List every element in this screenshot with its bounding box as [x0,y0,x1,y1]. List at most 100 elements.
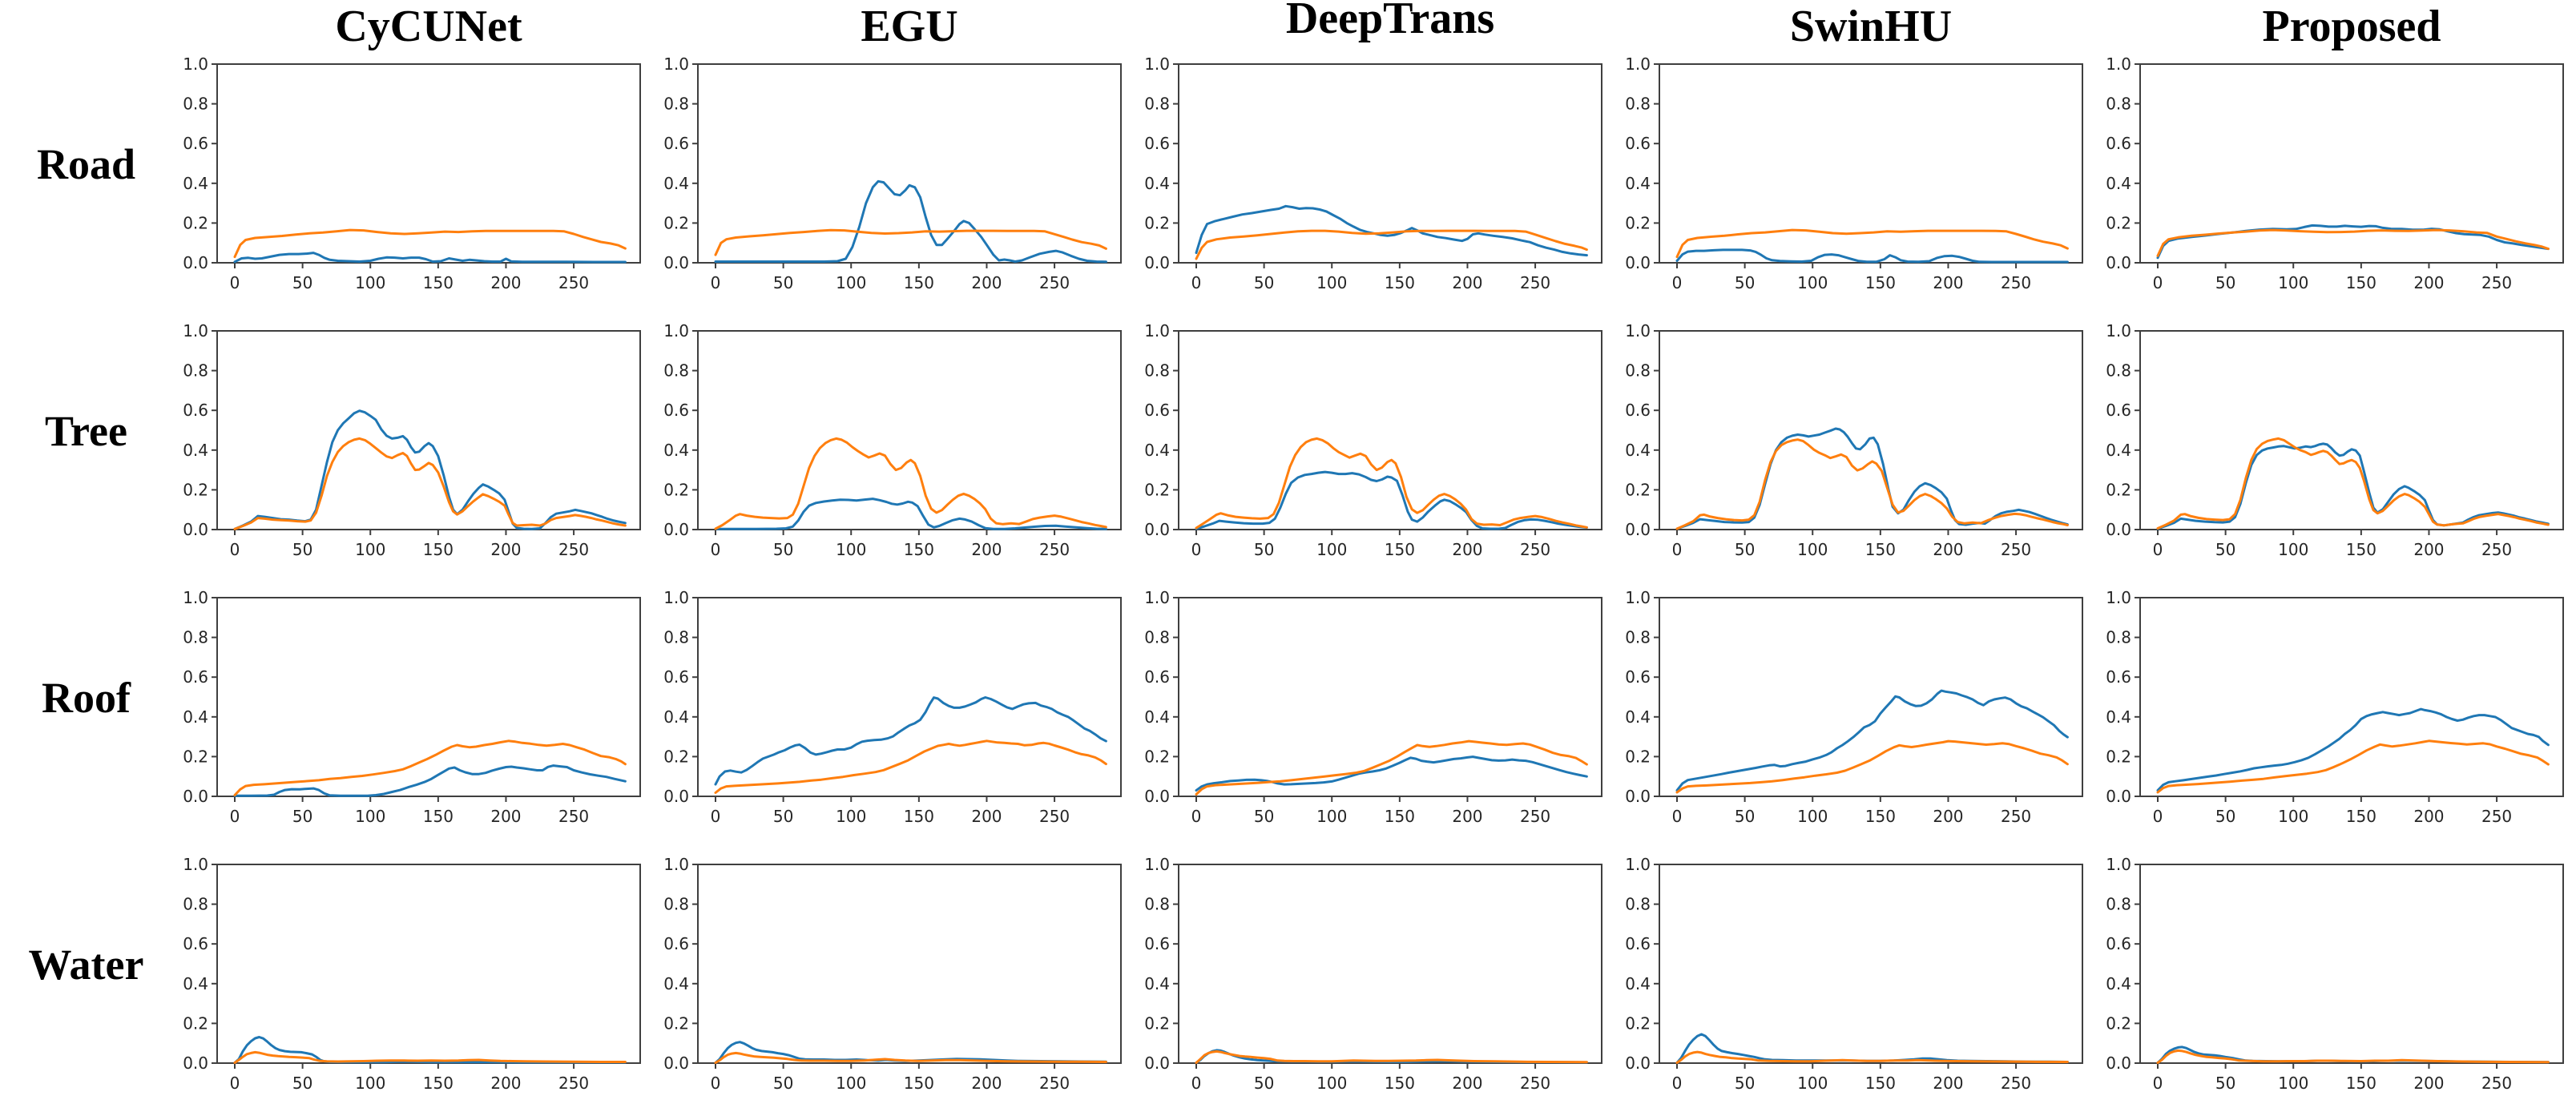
chart-roof-cycunet: 0.0 0.2 0.4 0.6 0.8 1.0 0 50 100 150 200 250 [183,588,641,826]
x-tick-label: 150 [2346,540,2376,559]
y-tick-label: 0.2 [1625,1013,1651,1033]
x-tick-label: 150 [2346,807,2376,826]
series-orange-line [1675,228,2069,259]
x-tick-label: 250 [1039,1074,1070,1093]
x-tick-label: 100 [1316,273,1347,292]
y-tick-label: 0.0 [1144,787,1170,806]
y-tick-label: 1.0 [2106,321,2131,340]
column-title-egu: EGU [861,2,958,51]
y-tick-label: 0.0 [663,1054,689,1073]
chart-cell-roof-cycunet: 0.0 0.2 0.4 0.6 0.8 1.0 0 50 100 150 200 250 [172,586,653,853]
chart-cell-water-proposed: 0.0 0.2 0.4 0.6 0.8 1.0 0 50 100 150 200 250 [2095,853,2576,1120]
axes: 0.0 0.2 0.4 0.6 0.8 1.0 0 50 100 150 200 250 [1625,54,2031,292]
y-tick-label: 1.0 [2106,855,2131,874]
y-tick-label: 1.0 [1625,855,1651,874]
y-tick-label: 0.4 [1144,974,1170,993]
column-title-cycunet: CyCUNet [335,2,522,51]
x-tick-label: 250 [1039,540,1070,559]
x-tick-label: 150 [2346,1074,2376,1093]
x-tick-label: 0 [1672,540,1683,559]
x-tick-label: 150 [1865,807,1896,826]
y-tick-label: 0.4 [183,707,208,727]
chart-cell-roof-deeptrans: 0.0 0.2 0.4 0.6 0.8 1.0 0 50 100 150 200 250 [1134,586,1615,853]
y-tick-label: 0.4 [663,174,689,193]
x-tick-label: 50 [773,540,793,559]
chart-cell-road-cycunet: 0.0 0.2 0.4 0.6 0.8 1.0 0 50 100 150 200 250 [172,53,653,320]
series-orange-line [2156,437,2550,530]
plot-frame [216,597,641,797]
y-tick-label: 0.8 [663,628,689,647]
plot-frame [216,330,641,530]
header-spacer [0,0,172,53]
x-tick-label: 200 [1452,807,1482,826]
x-tick-label: 0 [230,807,240,826]
y-tick-label: 0.0 [183,253,208,272]
y-tick-label: 0.8 [183,95,208,114]
x-tick-label: 50 [1735,273,1755,292]
series-orange-line [1195,229,1588,260]
x-tick-label: 0 [1191,540,1202,559]
x-tick-label: 250 [1520,273,1550,292]
axes: 0.0 0.2 0.4 0.6 0.8 1.0 0 50 100 150 200 250 [1144,588,1550,826]
series-blue-line [233,1036,627,1064]
series-blue-line [1675,248,2069,264]
x-tick-label: 100 [2278,807,2308,826]
x-tick-label: 150 [904,1074,934,1093]
x-tick-label: 250 [558,540,589,559]
series-blue-line [714,179,1107,264]
x-tick-label: 0 [230,1074,240,1093]
y-tick-label: 0.6 [1144,667,1170,687]
y-tick-label: 0.6 [183,667,208,687]
y-tick-label: 0.8 [1144,628,1170,647]
chart-road-proposed: 0.0 0.2 0.4 0.6 0.8 1.0 0 50 100 150 200 250 [2106,54,2564,292]
x-tick-label: 200 [1452,540,1482,559]
y-tick-label: 0.4 [2106,441,2131,460]
y-tick-label: 0.8 [663,895,689,914]
x-tick-label: 150 [1865,540,1896,559]
y-tick-label: 0.6 [663,401,689,420]
chart-tree-deeptrans: 0.0 0.2 0.4 0.6 0.8 1.0 0 50 100 150 200 250 [1144,321,1602,559]
x-tick-label: 250 [2481,807,2512,826]
chart-cell-tree-cycunet: 0.0 0.2 0.4 0.6 0.8 1.0 0 50 100 150 200 250 [172,320,653,586]
axes: 0.0 0.2 0.4 0.6 0.8 1.0 0 50 100 150 200 250 [663,588,1070,826]
plot-frame [1178,597,1602,797]
x-tick-label: 150 [423,807,454,826]
series-blue-line [2156,707,2550,792]
x-tick-label: 250 [1039,273,1070,292]
axes: 0.0 0.2 0.4 0.6 0.8 1.0 0 50 100 150 200 250 [2106,321,2512,559]
y-tick-label: 0.6 [1144,134,1170,153]
x-tick-label: 200 [971,540,1002,559]
x-tick-label: 50 [1735,540,1755,559]
y-tick-label: 1.0 [1625,321,1651,340]
series-blue-line [714,1041,1107,1064]
y-tick-label: 0.4 [663,974,689,993]
y-tick-label: 0.4 [663,707,689,727]
axes: 0.0 0.2 0.4 0.6 0.8 1.0 0 50 100 150 200 250 [2106,54,2512,292]
x-tick-label: 100 [355,273,385,292]
chart-roof-deeptrans: 0.0 0.2 0.4 0.6 0.8 1.0 0 50 100 150 200 250 [1144,588,1602,826]
x-tick-label: 200 [1933,540,1963,559]
x-tick-label: 50 [292,807,312,826]
chart-road-egu: 0.0 0.2 0.4 0.6 0.8 1.0 0 50 100 150 200 250 [663,54,1122,292]
y-tick-label: 0.0 [2106,1054,2131,1073]
x-tick-label: 200 [490,1074,521,1093]
chart-cell-road-egu: 0.0 0.2 0.4 0.6 0.8 1.0 0 50 100 150 200 250 [653,53,1134,320]
y-tick-label: 1.0 [663,855,689,874]
y-tick-label: 0.4 [1144,441,1170,460]
series-orange-line [1195,1049,1588,1064]
series-blue-line [1195,470,1588,530]
y-tick-label: 0.4 [1625,441,1651,460]
y-tick-label: 1.0 [1625,588,1651,607]
series-orange-line [714,228,1107,256]
plot-frame [216,864,641,1064]
y-tick-label: 0.4 [183,441,208,460]
x-tick-label: 50 [1254,273,1274,292]
y-tick-label: 0.6 [1144,934,1170,953]
x-tick-label: 0 [230,273,240,292]
chart-cell-water-egu: 0.0 0.2 0.4 0.6 0.8 1.0 0 50 100 150 200 250 [653,853,1134,1120]
x-tick-label: 0 [1191,807,1202,826]
y-tick-label: 0.2 [2106,1013,2131,1033]
y-tick-label: 0.2 [663,213,689,232]
y-tick-label: 0.0 [2106,253,2131,272]
series-blue-line [1195,204,1588,257]
